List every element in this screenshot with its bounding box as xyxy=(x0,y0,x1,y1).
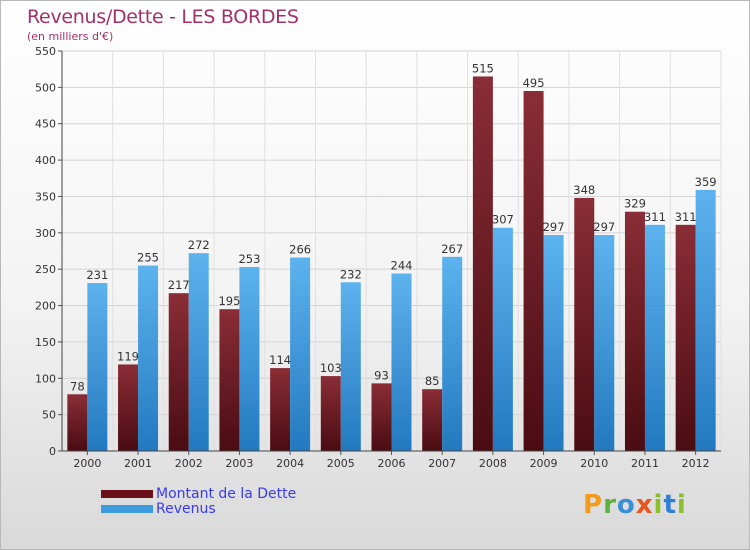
y-tick-label: 0 xyxy=(49,445,56,458)
bar-revenus-2012 xyxy=(695,189,716,451)
data-label-revenus-2009: 297 xyxy=(543,220,565,234)
data-label-revenus-2011: 311 xyxy=(644,210,666,224)
x-tick-label: 2000 xyxy=(73,457,101,470)
bar-revenus-2002 xyxy=(188,253,209,451)
legend-swatch-debt xyxy=(101,490,153,498)
bar-dette-2004 xyxy=(270,368,291,451)
proxiti-logo: Proxiti xyxy=(583,490,687,520)
y-tick-label: 250 xyxy=(35,263,56,276)
bar-revenus-2007 xyxy=(442,256,463,451)
y-tick-label: 300 xyxy=(35,227,56,240)
y-tick-label: 200 xyxy=(35,300,56,313)
data-label-dette-2004: 114 xyxy=(269,353,291,367)
bar-dette-2012 xyxy=(675,224,696,451)
legend-label-debt: Montant de la Dette xyxy=(156,486,297,502)
x-tick-label: 2002 xyxy=(175,457,203,470)
bar-dette-2008 xyxy=(472,76,493,452)
data-label-dette-2007: 85 xyxy=(425,374,440,388)
data-label-dette-2005: 103 xyxy=(320,361,342,375)
data-label-dette-2002: 217 xyxy=(168,278,190,292)
x-tick-label: 2012 xyxy=(682,457,710,470)
data-label-dette-2001: 119 xyxy=(117,349,139,363)
x-tick-label: 2001 xyxy=(124,457,152,470)
x-tick-label: 2008 xyxy=(479,457,507,470)
bar-dette-2007 xyxy=(422,389,443,451)
data-label-dette-2006: 93 xyxy=(374,368,389,382)
bar-dette-2009 xyxy=(523,91,544,451)
bar-revenus-2000 xyxy=(87,283,108,451)
x-tick-label: 2003 xyxy=(225,457,253,470)
data-label-revenus-2010: 297 xyxy=(593,220,615,234)
chart-title: Revenus/Dette - LES BORDES xyxy=(27,6,299,28)
y-tick-label: 350 xyxy=(35,190,56,203)
data-label-revenus-2003: 253 xyxy=(238,252,260,266)
data-label-dette-2003: 195 xyxy=(218,294,240,308)
data-label-revenus-2012: 359 xyxy=(695,175,717,189)
data-label-revenus-2001: 255 xyxy=(137,251,159,265)
data-label-dette-2008: 515 xyxy=(472,61,494,75)
bar-revenus-2008 xyxy=(492,227,513,451)
x-tick-label: 2004 xyxy=(276,457,304,470)
data-labels: 78 231 119 255 217 272 195 253 114 266 103 232 93 244… xyxy=(70,61,717,393)
data-label-revenus-2008: 307 xyxy=(492,213,514,227)
data-label-revenus-2006: 244 xyxy=(391,259,413,273)
bar-dette-2010 xyxy=(574,197,595,451)
bar-revenus-2004 xyxy=(290,257,311,451)
data-label-dette-2011: 329 xyxy=(624,197,646,211)
y-tick-label: 150 xyxy=(35,336,56,349)
bar-revenus-2010 xyxy=(594,235,615,451)
bars xyxy=(67,76,716,452)
y-tick-label: 450 xyxy=(35,118,56,131)
x-tick-label: 2011 xyxy=(631,457,659,470)
x-tick-label: 2005 xyxy=(327,457,355,470)
bar-revenus-2006 xyxy=(391,273,412,451)
data-label-revenus-2007: 267 xyxy=(441,242,463,256)
bar-dette-2003 xyxy=(219,309,240,451)
y-tick-label: 50 xyxy=(42,409,56,422)
x-tick-label: 2009 xyxy=(530,457,558,470)
bar-revenus-2009 xyxy=(543,235,564,451)
data-label-dette-2000: 78 xyxy=(70,379,85,393)
bar-revenus-2011 xyxy=(644,224,665,451)
bar-dette-2000 xyxy=(67,394,88,451)
x-tick-label: 2010 xyxy=(580,457,608,470)
x-tick-label: 2007 xyxy=(428,457,456,470)
bar-dette-2002 xyxy=(168,293,189,451)
y-tick-label: 500 xyxy=(35,81,56,94)
bar-dette-2011 xyxy=(624,211,645,451)
bar-dette-2001 xyxy=(118,364,139,451)
data-label-revenus-2004: 266 xyxy=(289,243,311,257)
bar-revenus-2003 xyxy=(239,267,260,451)
bar-dette-2006 xyxy=(371,383,392,451)
y-tick-label: 400 xyxy=(35,154,56,167)
y-tick-label: 550 xyxy=(35,45,56,58)
bar-revenus-2005 xyxy=(340,282,361,451)
data-label-dette-2010: 348 xyxy=(573,183,595,197)
legend-swatch-revenue xyxy=(101,505,153,513)
data-label-dette-2012: 311 xyxy=(675,210,697,224)
legend-label-revenue: Revenus xyxy=(156,501,216,517)
bar-dette-2005 xyxy=(320,376,341,451)
data-label-dette-2009: 495 xyxy=(523,76,545,90)
y-tick-label: 100 xyxy=(35,372,56,385)
data-label-revenus-2000: 231 xyxy=(86,268,108,282)
x-tick-label: 2006 xyxy=(378,457,406,470)
data-label-revenus-2005: 232 xyxy=(340,267,362,281)
bar-revenus-2001 xyxy=(138,265,159,451)
axes: 0 50 100 150 200 250 300 350 400 450 500 550 2000 200… xyxy=(35,45,721,470)
chart-subtitle: (en milliers d'€) xyxy=(27,30,114,43)
data-label-revenus-2002: 272 xyxy=(188,238,210,252)
